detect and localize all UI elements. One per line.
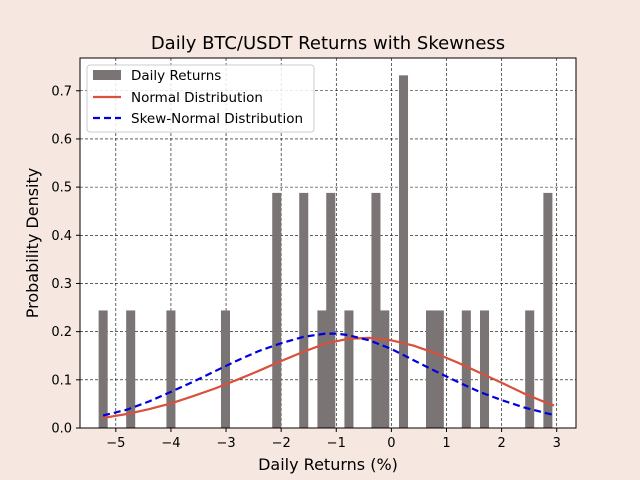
histogram-bar — [98, 310, 108, 428]
x-axis-ticks: −5 −4 −3 −2 −1 0 1 2 3 — [106, 428, 561, 451]
histogram-bar — [220, 310, 231, 428]
y-tick-label: 0.0 — [51, 422, 72, 437]
histogram-bar — [398, 75, 409, 428]
x-axis-label: Daily Returns (%) — [258, 455, 398, 474]
histogram-bar — [317, 310, 327, 428]
histogram-bar — [525, 310, 535, 428]
histogram-bar — [344, 310, 354, 428]
distribution-lines — [102, 332, 555, 419]
y-tick-label: 0.4 — [51, 229, 72, 244]
legend-swatch-histogram — [93, 70, 121, 80]
histogram-bar — [380, 310, 390, 428]
chart-title: Daily BTC/USDT Returns with Skewness — [151, 33, 505, 54]
x-tick-label: 0 — [387, 436, 395, 451]
y-tick-label: 0.6 — [51, 132, 72, 147]
histogram-bar — [425, 310, 436, 428]
y-tick-label: 0.3 — [51, 277, 72, 292]
y-axis-label: Probability Density — [23, 168, 42, 319]
x-tick-label: 2 — [497, 436, 505, 451]
legend-label-skew-normal: Skew-Normal Distribution — [131, 111, 303, 127]
x-tick-label: −3 — [216, 436, 235, 451]
x-tick-label: 3 — [553, 436, 561, 451]
histogram-bar — [543, 192, 553, 428]
x-tick-label: 1 — [442, 436, 450, 451]
legend-label-histogram: Daily Returns — [131, 68, 221, 84]
histogram-bar — [371, 192, 381, 428]
histogram-bar — [434, 310, 444, 428]
y-tick-label: 0.5 — [51, 181, 72, 196]
x-tick-label: −2 — [272, 436, 291, 451]
histogram-bar — [461, 310, 471, 428]
histogram-bars — [98, 75, 553, 428]
normal-distribution-line — [102, 336, 555, 419]
histogram-bar — [166, 310, 176, 428]
histogram-bar — [326, 192, 336, 428]
histogram-bar — [126, 310, 136, 428]
x-tick-label: −4 — [161, 436, 180, 451]
histogram-bar — [479, 310, 490, 428]
skew-normal-distribution-line — [102, 332, 555, 417]
x-tick-label: −1 — [327, 436, 346, 451]
legend-box — [86, 64, 315, 133]
y-tick-label: 0.2 — [51, 325, 72, 340]
histogram-bar — [299, 192, 309, 428]
plot-frame — [79, 57, 577, 429]
x-tick-label: −5 — [106, 436, 125, 451]
legend-label-normal: Normal Distribution — [131, 90, 263, 106]
y-tick-label: 0.7 — [51, 84, 72, 99]
y-axis-ticks: 0.0 0.1 0.2 0.3 0.4 0.5 0.6 0.7 — [51, 84, 80, 437]
y-tick-label: 0.1 — [51, 373, 72, 388]
legend: Daily Returns Normal Distribution Skew-N… — [86, 64, 315, 133]
histogram-bar — [272, 192, 282, 428]
